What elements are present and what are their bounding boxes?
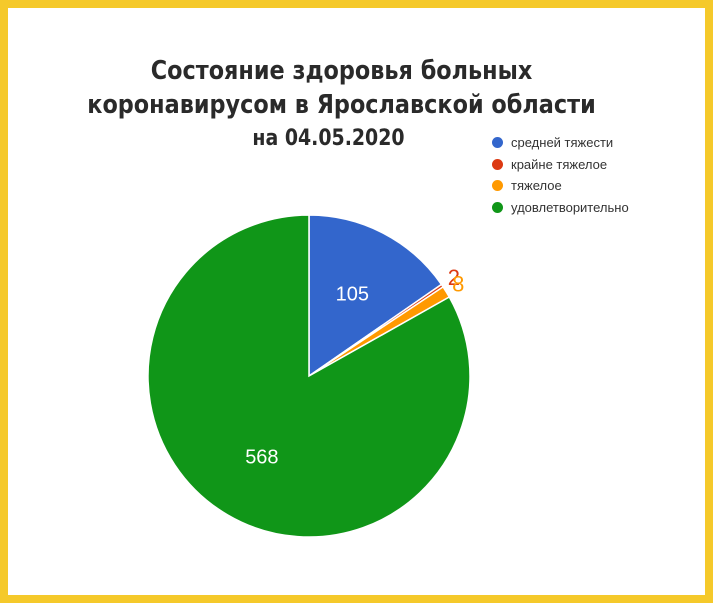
legend-swatch <box>492 180 503 192</box>
chart-subtitle: на 04.05.2020 <box>252 126 405 151</box>
legend-item-kraine: крайне тяжелое <box>492 154 629 176</box>
legend-item-udovl: удовлетворительно <box>492 197 629 219</box>
chart-legend: средней тяжести крайне тяжелое тяжелое у… <box>492 132 629 218</box>
slice-udovl <box>147 214 471 538</box>
legend-label: крайне тяжелое <box>511 156 608 172</box>
legend-item-srednei: средней тяжести <box>492 132 629 154</box>
legend-swatch <box>492 201 503 213</box>
legend-swatch <box>492 158 503 170</box>
slice-label-srednei: 105 <box>336 283 369 305</box>
chart-title-line2: коронавирусом в Ярославской области <box>87 90 596 120</box>
legend-label: тяжелое <box>511 178 562 194</box>
chart-title: Состояние здоровья больных <box>150 56 533 86</box>
legend-label: средней тяжести <box>511 135 614 151</box>
chart-card: Состояние здоровья больных коронавирусом… <box>8 8 705 595</box>
slice-label-kraine: 2 <box>448 265 460 290</box>
slice-label-tyazheloe: 8 <box>452 272 464 297</box>
legend-swatch <box>492 137 503 149</box>
legend-label: удовлетворительно <box>511 199 629 215</box>
pie-chart: 105 28 568 <box>147 214 471 538</box>
legend-item-tyazheloe: тяжелое <box>492 175 629 197</box>
slice-label-udovl: 568 <box>245 447 278 469</box>
slice-srednei <box>308 214 443 378</box>
